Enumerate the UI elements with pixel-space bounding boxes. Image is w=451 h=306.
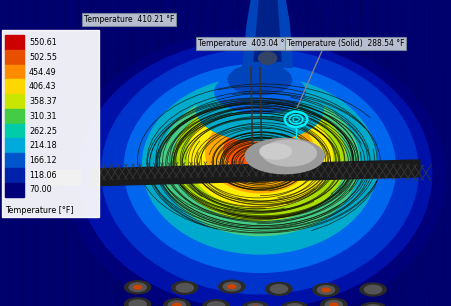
Ellipse shape bbox=[196, 80, 322, 141]
Ellipse shape bbox=[329, 303, 337, 306]
Ellipse shape bbox=[262, 140, 316, 166]
Bar bbox=[5, 109, 24, 124]
Ellipse shape bbox=[244, 138, 324, 174]
Bar bbox=[5, 124, 24, 138]
Polygon shape bbox=[253, 0, 281, 61]
Ellipse shape bbox=[214, 70, 304, 113]
Text: 454.49: 454.49 bbox=[29, 68, 56, 76]
Ellipse shape bbox=[205, 113, 313, 193]
Bar bbox=[5, 35, 24, 50]
Ellipse shape bbox=[124, 298, 151, 306]
Text: 214.18: 214.18 bbox=[29, 141, 56, 150]
Bar bbox=[5, 183, 24, 197]
Ellipse shape bbox=[270, 285, 287, 293]
Bar bbox=[5, 138, 24, 153]
Ellipse shape bbox=[207, 302, 224, 306]
Text: 310.31: 310.31 bbox=[29, 112, 56, 121]
Bar bbox=[5, 50, 24, 65]
Ellipse shape bbox=[160, 89, 359, 236]
Polygon shape bbox=[91, 160, 419, 186]
Ellipse shape bbox=[364, 305, 381, 306]
Text: 358.37: 358.37 bbox=[29, 97, 56, 106]
Ellipse shape bbox=[129, 283, 146, 292]
Ellipse shape bbox=[187, 104, 331, 208]
Ellipse shape bbox=[124, 281, 151, 294]
Text: Temperature  410.21 °F: Temperature 410.21 °F bbox=[83, 15, 174, 24]
Text: Temperature (Solid)  288.54 °F: Temperature (Solid) 288.54 °F bbox=[286, 39, 404, 48]
Ellipse shape bbox=[321, 288, 329, 292]
Ellipse shape bbox=[246, 304, 263, 306]
Bar bbox=[5, 65, 24, 80]
Ellipse shape bbox=[312, 284, 338, 297]
Ellipse shape bbox=[142, 76, 377, 254]
Ellipse shape bbox=[124, 64, 395, 272]
Ellipse shape bbox=[163, 299, 189, 306]
Text: 550.61: 550.61 bbox=[29, 38, 56, 47]
FancyBboxPatch shape bbox=[2, 30, 99, 217]
Bar bbox=[5, 153, 24, 168]
Bar bbox=[5, 168, 24, 183]
Ellipse shape bbox=[258, 52, 276, 64]
Ellipse shape bbox=[281, 302, 307, 306]
Bar bbox=[5, 80, 24, 94]
Text: 406.43: 406.43 bbox=[29, 82, 56, 91]
Ellipse shape bbox=[317, 286, 334, 294]
Ellipse shape bbox=[359, 283, 385, 296]
Text: 118.06: 118.06 bbox=[29, 171, 56, 180]
Ellipse shape bbox=[168, 301, 185, 306]
Ellipse shape bbox=[265, 282, 291, 295]
Ellipse shape bbox=[364, 285, 381, 294]
Text: 502.55: 502.55 bbox=[29, 53, 57, 62]
Ellipse shape bbox=[285, 304, 303, 306]
Text: 262.25: 262.25 bbox=[29, 126, 57, 136]
Ellipse shape bbox=[171, 282, 198, 294]
Ellipse shape bbox=[129, 300, 146, 306]
FancyBboxPatch shape bbox=[49, 170, 81, 185]
Polygon shape bbox=[242, 0, 292, 67]
Ellipse shape bbox=[223, 282, 240, 291]
Ellipse shape bbox=[228, 64, 291, 95]
Ellipse shape bbox=[65, 31, 444, 306]
Bar bbox=[5, 94, 24, 109]
Ellipse shape bbox=[227, 285, 235, 289]
Ellipse shape bbox=[133, 285, 142, 289]
Ellipse shape bbox=[202, 300, 229, 306]
Ellipse shape bbox=[176, 284, 193, 292]
Ellipse shape bbox=[218, 280, 244, 293]
Ellipse shape bbox=[359, 303, 385, 306]
Text: Temperature [°F]: Temperature [°F] bbox=[5, 206, 74, 215]
Ellipse shape bbox=[325, 300, 342, 306]
Ellipse shape bbox=[79, 40, 431, 306]
Text: 166.12: 166.12 bbox=[29, 156, 56, 165]
Ellipse shape bbox=[223, 125, 295, 174]
Ellipse shape bbox=[101, 49, 417, 294]
Ellipse shape bbox=[242, 301, 268, 306]
Text: Temperature  403.04 °F: Temperature 403.04 °F bbox=[198, 39, 288, 48]
Ellipse shape bbox=[259, 144, 291, 159]
Ellipse shape bbox=[172, 303, 180, 306]
Ellipse shape bbox=[320, 298, 346, 306]
Ellipse shape bbox=[174, 98, 345, 220]
Text: 70.00: 70.00 bbox=[29, 185, 51, 195]
